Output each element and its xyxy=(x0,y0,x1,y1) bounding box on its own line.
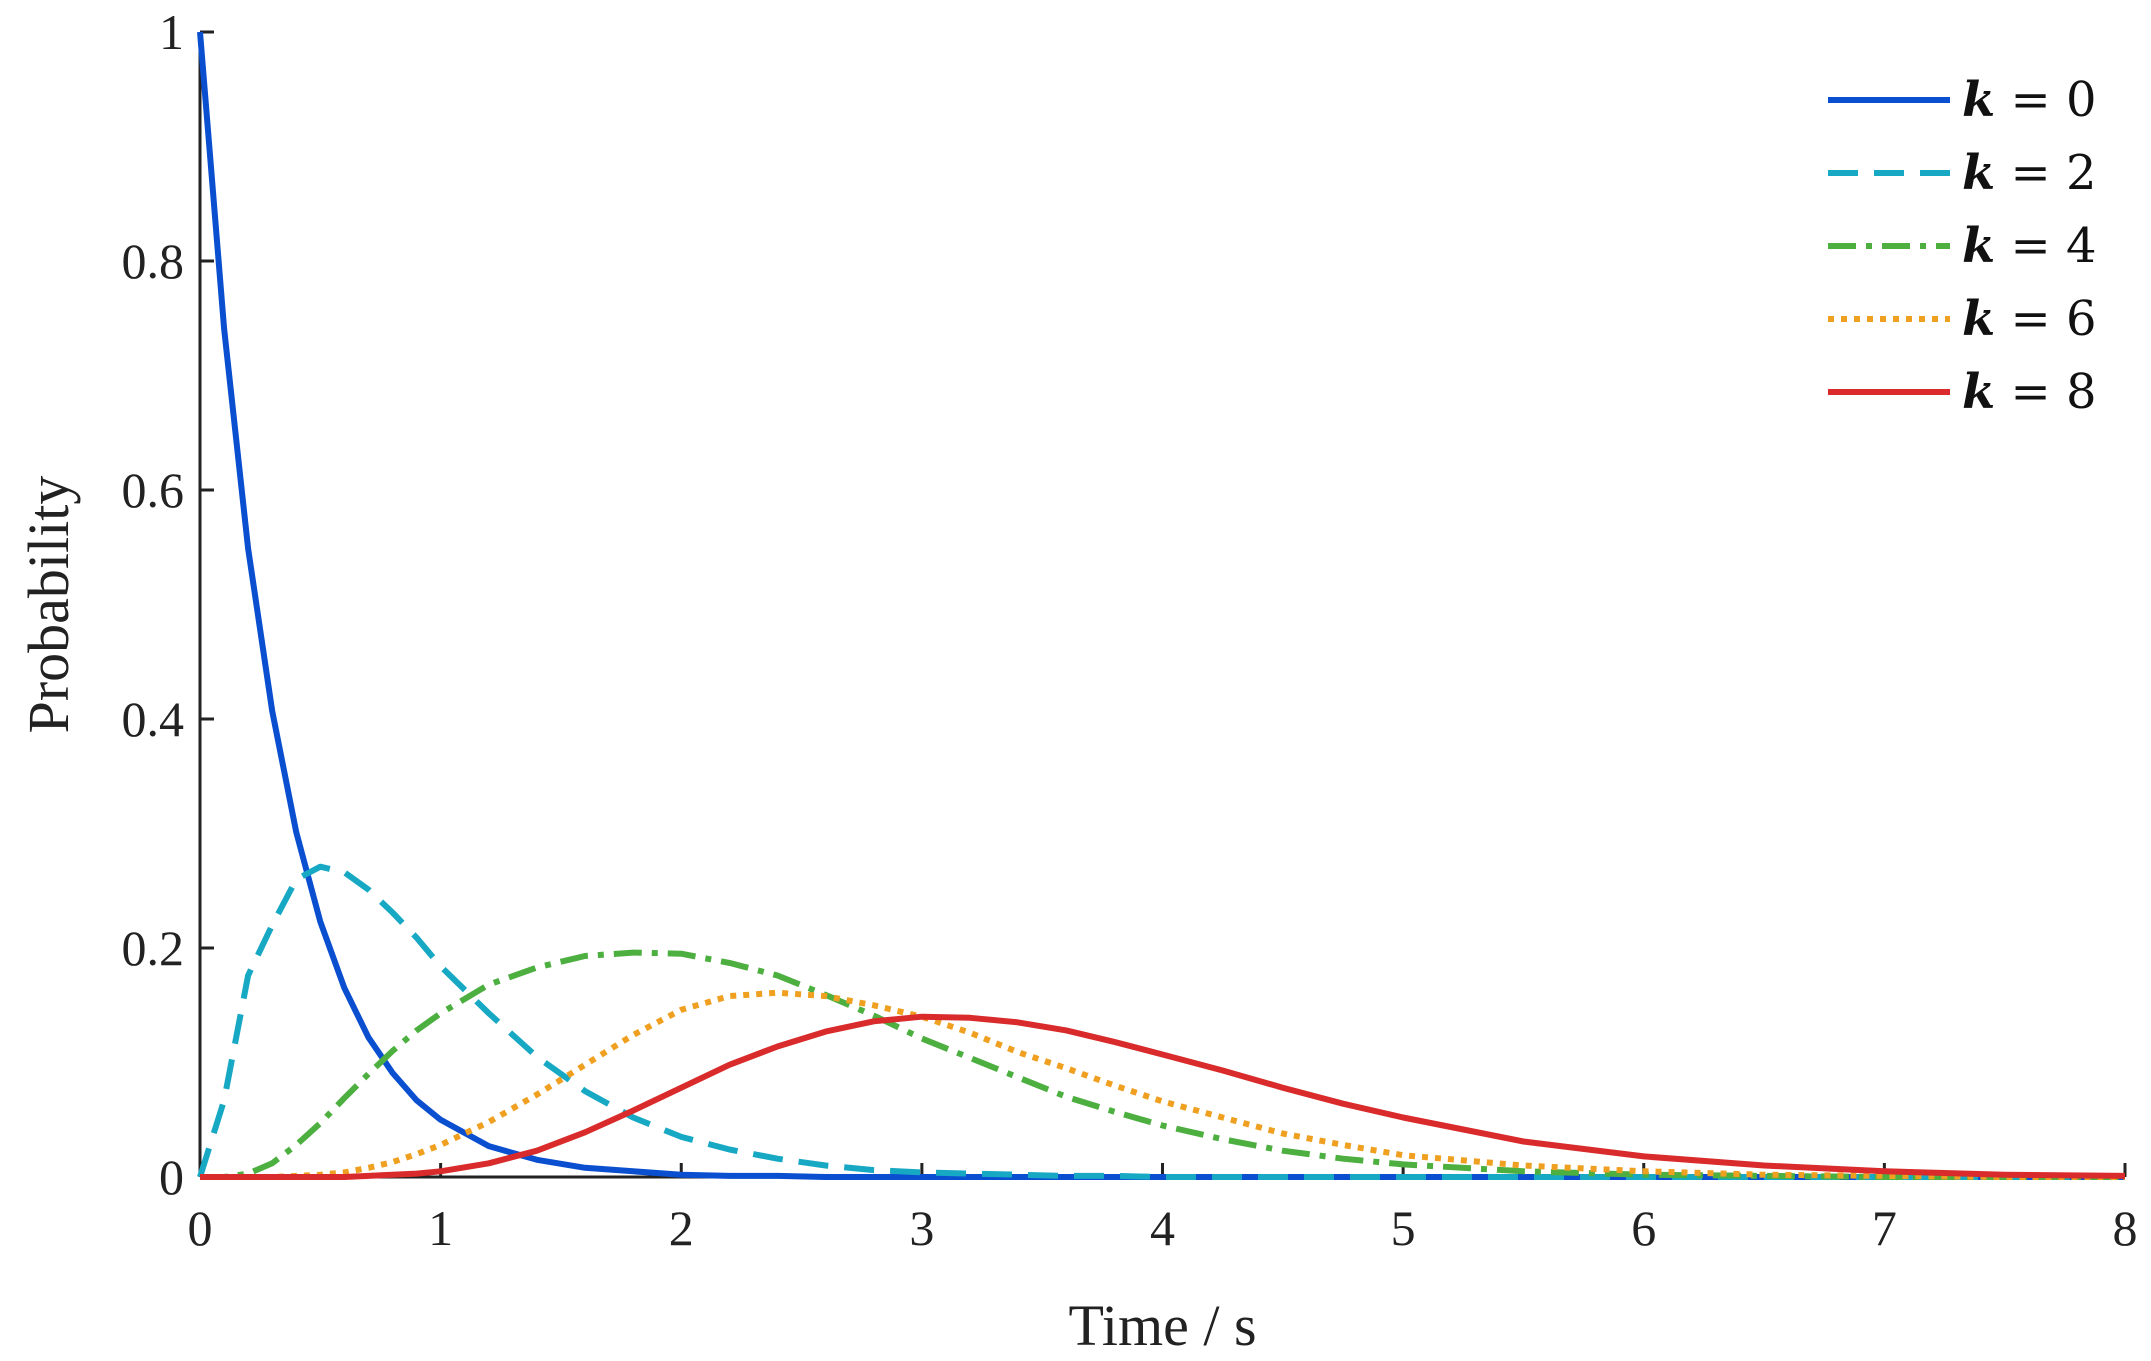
y-axis: 0 0.2 0.4 0.6 0.8 1 xyxy=(122,4,214,1205)
x-tick-label: 3 xyxy=(909,1200,934,1256)
legend-entry-value: = 2 xyxy=(1995,145,2096,201)
x-tick-label: 5 xyxy=(1391,1200,1416,1256)
legend-entry-value: = 6 xyxy=(1995,291,2096,347)
legend-entry-variable: k xyxy=(1962,145,1995,201)
legend-entry-value: = 4 xyxy=(1995,218,2096,274)
series-line-k4 xyxy=(200,949,2125,1180)
x-tick-label: 2 xyxy=(669,1200,694,1256)
series-lines xyxy=(197,31,2126,1180)
x-tick-label: 4 xyxy=(1150,1200,1175,1256)
legend-entry-variable: k xyxy=(1962,291,1995,347)
y-tick-label: 0 xyxy=(159,1149,184,1205)
y-tick-label: 1 xyxy=(159,4,184,60)
legend-entry-value: = 0 xyxy=(1995,72,2096,128)
x-tick-label: 1 xyxy=(428,1200,453,1256)
x-tick-label: 6 xyxy=(1631,1200,1656,1256)
legend-entry-value: = 8 xyxy=(1995,364,2096,420)
legend-entry-variable: k xyxy=(1962,218,1995,274)
series-line-k2 xyxy=(197,863,2125,1180)
x-tick-label: 7 xyxy=(1872,1200,1897,1256)
y-tick-label: 0.8 xyxy=(122,233,185,289)
legend-entry-label: k = 6 xyxy=(1962,291,2097,347)
series-line-k8 xyxy=(200,1013,2126,1180)
legend-entry-label: k = 4 xyxy=(1962,218,2097,274)
legend: k = 0k = 2k = 4k = 6k = 8 xyxy=(1828,72,2097,420)
legend-entry-variable: k xyxy=(1962,72,1995,128)
y-tick-label: 0.2 xyxy=(122,920,185,976)
x-tick-label: 8 xyxy=(2113,1200,2138,1256)
y-tick-label: 0.4 xyxy=(122,691,185,747)
legend-entry-label: k = 2 xyxy=(1962,145,2097,201)
x-axis-label: Time / s xyxy=(1068,1293,1256,1358)
y-axis-label: Probability xyxy=(16,476,81,734)
x-tick-label: 0 xyxy=(188,1200,213,1256)
series-line-k0 xyxy=(197,31,2125,1180)
y-tick-label: 0.6 xyxy=(122,462,185,518)
legend-entry-label: k = 0 xyxy=(1962,72,2097,128)
legend-entry-variable: k xyxy=(1962,364,1995,420)
series-line-k6 xyxy=(200,989,2125,1180)
legend-entry-label: k = 8 xyxy=(1962,364,2097,420)
